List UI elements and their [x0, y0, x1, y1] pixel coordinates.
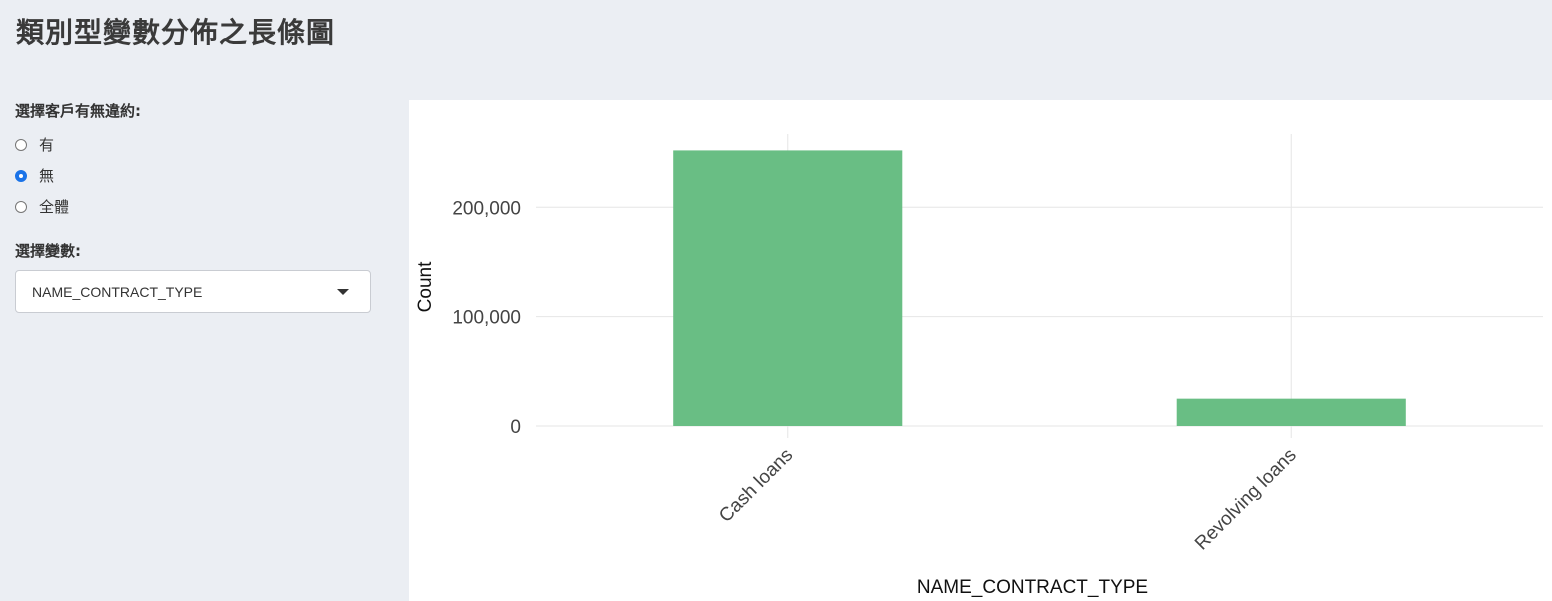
page-title: 類別型變數分佈之長條圖: [16, 16, 336, 49]
radio-option-no[interactable]: 無: [15, 160, 371, 191]
y-tick-label: 100,000: [452, 308, 521, 329]
radio-label: 無: [39, 167, 55, 185]
radio-label: 全體: [39, 198, 70, 216]
variable-select-value: NAME_CONTRACT_TYPE: [32, 283, 203, 300]
y-axis-title: Count: [415, 261, 436, 312]
chevron-down-icon[interactable]: [337, 288, 349, 295]
bar-cash-loans[interactable]: [673, 150, 903, 427]
chart-panel: 0 100,000 200,000 Cash loans Revolving loans…: [409, 100, 1552, 601]
bar-chart: 0 100,000 200,000 Cash loans Revolving loans…: [415, 134, 1543, 598]
variable-select-label: 選擇變數:: [15, 242, 81, 260]
y-tick-label: 200,000: [452, 198, 521, 219]
x-tick-label: Cash loans: [715, 445, 797, 527]
bar-revolving-loans[interactable]: [1176, 398, 1406, 426]
sidebar: 選擇客戶有無違約: 有 無 全體 選擇變數: NAME_CONTRACT_TYP…: [15, 100, 371, 313]
variable-select[interactable]: NAME_CONTRACT_TYPE: [15, 270, 371, 313]
x-axis-title: NAME_CONTRACT_TYPE: [917, 577, 1148, 598]
x-tick-label: Revolving loans: [1191, 445, 1301, 555]
radio-label: 有: [39, 136, 55, 154]
y-tick-label: 0: [510, 417, 521, 438]
default-filter-label: 選擇客戶有無違約:: [15, 102, 141, 120]
default-filter-radio-group: 有 無 全體: [15, 129, 371, 222]
radio-button-icon[interactable]: [15, 138, 27, 151]
radio-button-icon[interactable]: [15, 200, 27, 213]
radio-option-all[interactable]: 全體: [15, 191, 371, 222]
radio-option-yes[interactable]: 有: [15, 129, 371, 160]
radio-button-icon[interactable]: [15, 169, 27, 182]
